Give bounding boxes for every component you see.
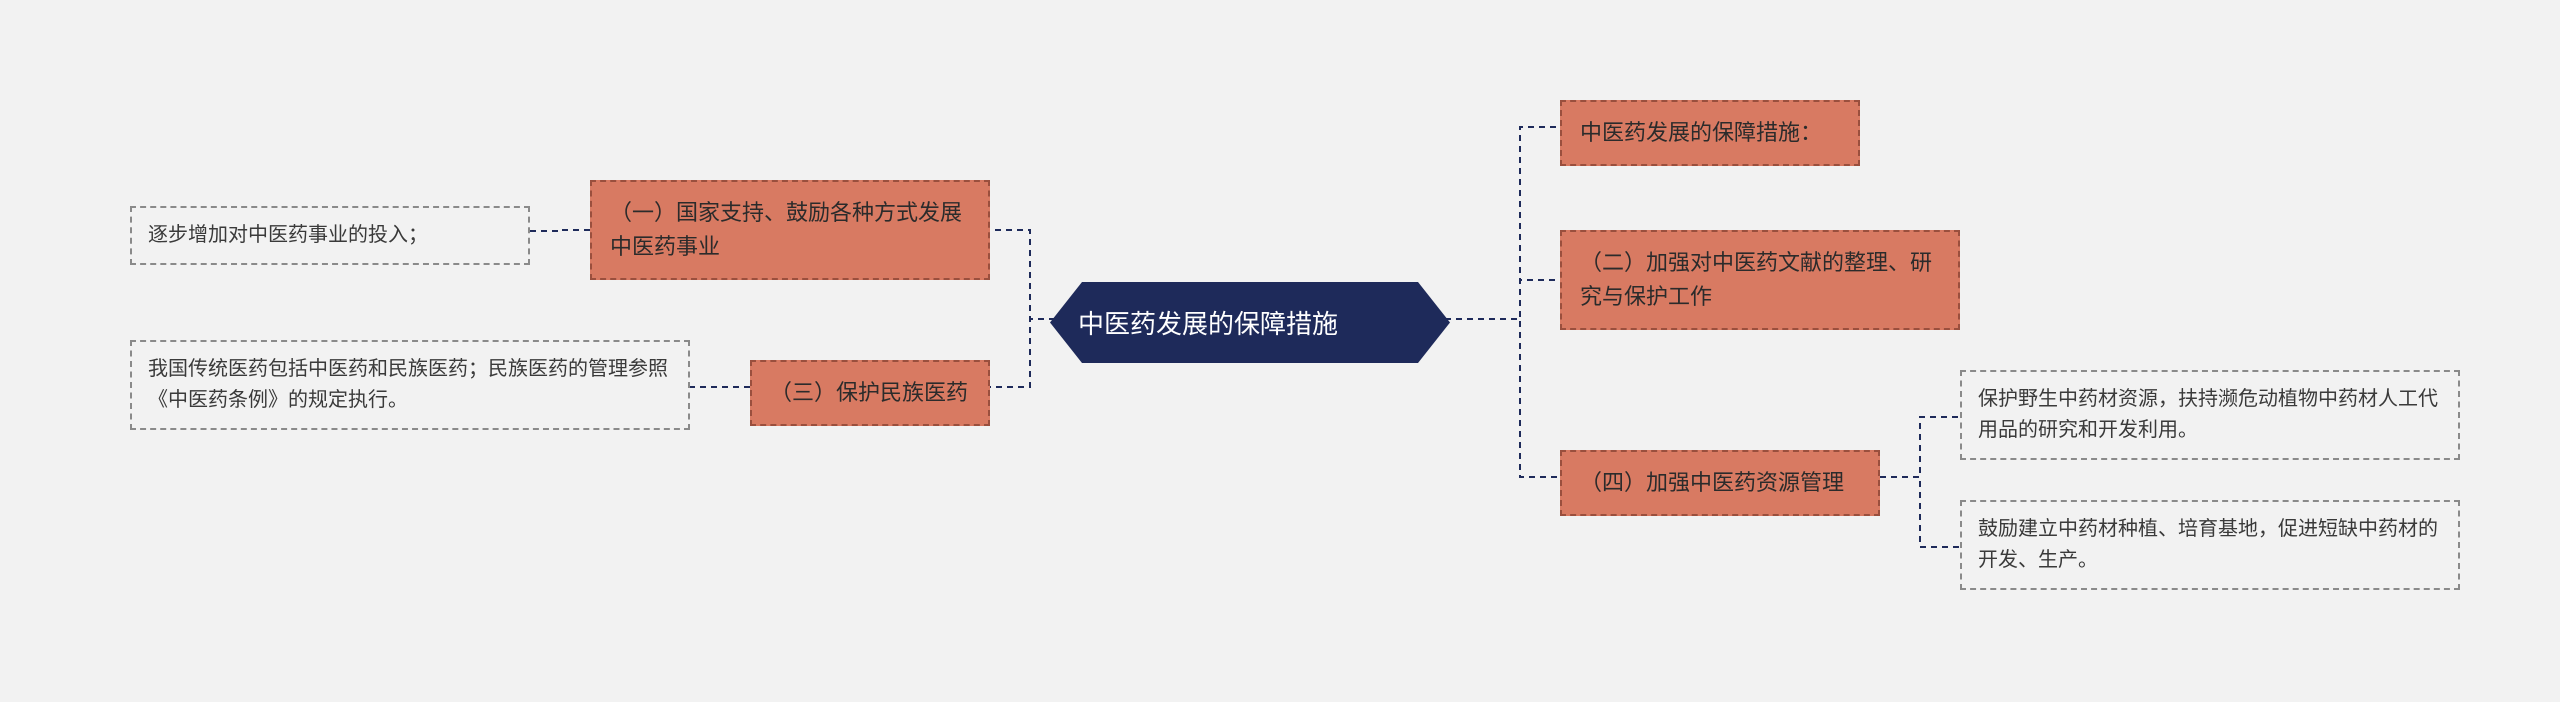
- branch-two: （二）加强对中医药文献的整理、研究与保护工作: [1560, 230, 1960, 330]
- leaf-four-cultivation: 鼓励建立中药材种植、培育基地，促进短缺中药材的开发、生产。: [1960, 500, 2460, 590]
- leaf-one-investment: 逐步增加对中医药事业的投入；: [130, 206, 530, 265]
- branch-intro: 中医药发展的保障措施：: [1560, 100, 1860, 166]
- center-node: 中医药发展的保障措施: [1050, 282, 1450, 363]
- leaf-three-ethnic-medicine: 我国传统医药包括中医药和民族医药；民族医药的管理参照《中医药条例》的规定执行。: [130, 340, 690, 430]
- branch-one: （一）国家支持、鼓励各种方式发展中医药事业: [590, 180, 990, 280]
- branch-four: （四）加强中医药资源管理: [1560, 450, 1880, 516]
- branch-three: （三）保护民族医药: [750, 360, 990, 426]
- leaf-four-wild-resources: 保护野生中药材资源，扶持濒危动植物中药材人工代用品的研究和开发利用。: [1960, 370, 2460, 460]
